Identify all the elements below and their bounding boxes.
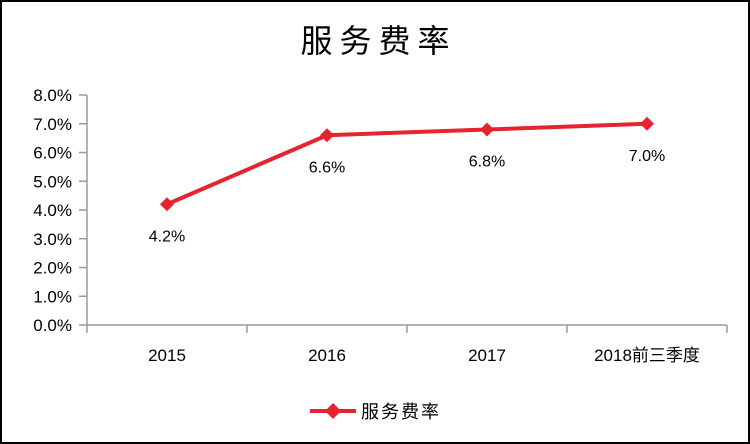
data-point-label: 6.8% [469, 154, 505, 171]
data-point-marker [320, 128, 334, 143]
legend-series-label: 服务费率 [361, 402, 441, 423]
legend: 服务费率 [2, 398, 748, 424]
y-axis-tick-label: 3.0% [33, 230, 72, 249]
data-point-marker [480, 122, 494, 137]
data-point-label: 6.6% [309, 159, 345, 176]
data-point-marker [160, 197, 174, 212]
y-axis-tick-label: 6.0% [33, 144, 72, 163]
y-axis-tick-label: 2.0% [33, 259, 72, 278]
x-axis-category-label: 2017 [468, 346, 506, 365]
y-axis-tick-label: 4.0% [33, 201, 72, 220]
y-axis-tick-label: 0.0% [33, 316, 72, 335]
legend-marker-icon [310, 403, 356, 419]
x-axis-category-label: 2018前三季度 [594, 346, 700, 365]
data-point-marker [640, 116, 654, 131]
x-axis-category-label: 2015 [148, 346, 186, 365]
y-axis-tick-label: 8.0% [33, 86, 72, 105]
x-axis-category-label: 2016 [308, 346, 346, 365]
y-axis-tick-label: 1.0% [33, 287, 72, 306]
y-axis-tick-label: 5.0% [33, 172, 72, 191]
data-point-label: 7.0% [629, 148, 665, 165]
chart-title: 服务费率 [300, 22, 457, 60]
series-line [166, 121, 648, 207]
data-point-label: 4.2% [149, 228, 185, 245]
y-axis-tick-label: 7.0% [33, 115, 72, 134]
